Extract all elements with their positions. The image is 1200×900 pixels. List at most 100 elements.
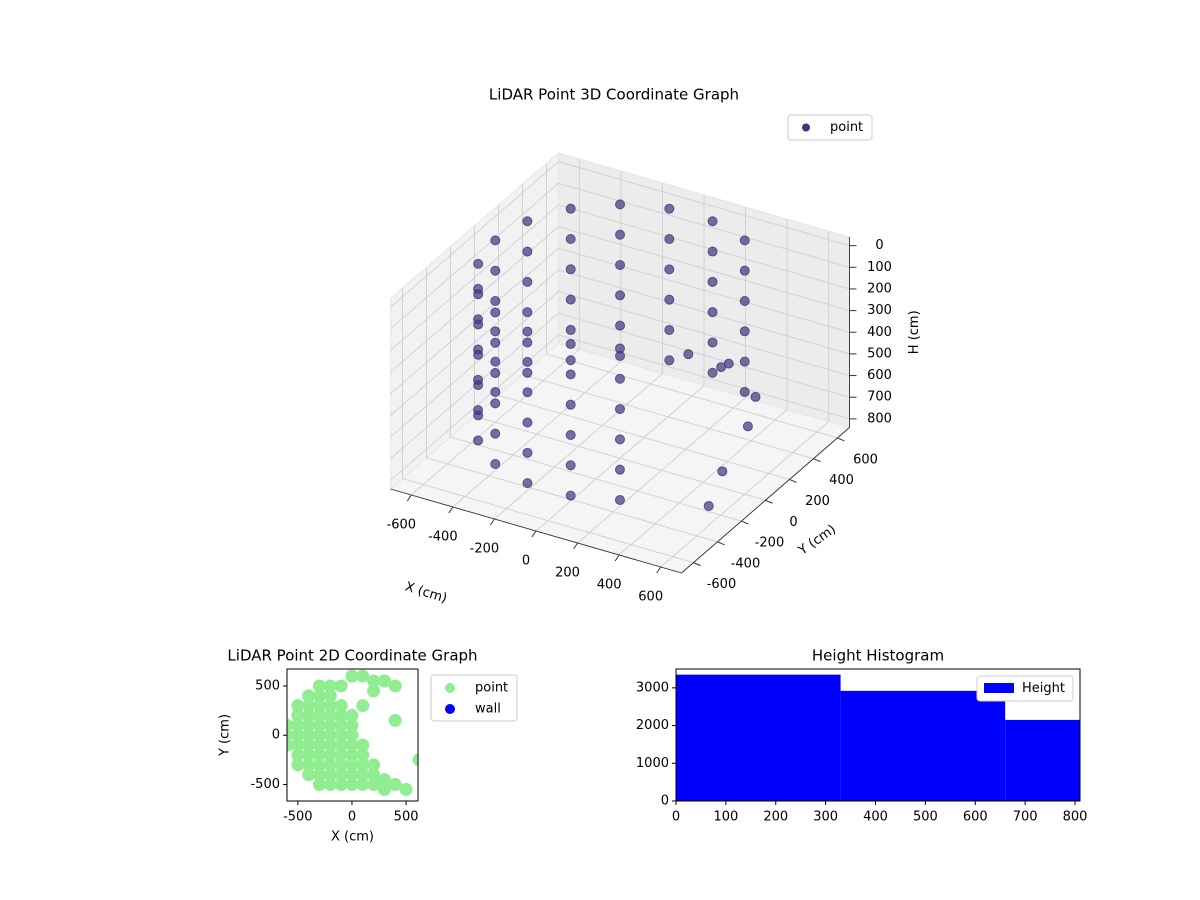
y-axis-label: Y (cm) xyxy=(218,714,233,757)
point xyxy=(565,339,576,350)
point xyxy=(490,296,501,307)
point xyxy=(323,718,337,732)
point xyxy=(614,373,625,384)
point xyxy=(615,199,626,210)
point xyxy=(345,738,359,752)
point xyxy=(312,679,326,693)
legend-label: Height xyxy=(1022,681,1065,696)
x-tick-label: 0 xyxy=(672,810,680,825)
point xyxy=(291,699,305,713)
grid-line xyxy=(390,182,850,330)
x-tick-label: 600 xyxy=(963,810,988,825)
point xyxy=(323,679,337,693)
point xyxy=(291,748,305,762)
y-tick xyxy=(765,499,773,504)
point xyxy=(312,778,326,792)
point xyxy=(388,679,402,693)
point xyxy=(490,337,501,348)
point xyxy=(742,421,753,432)
grid-line xyxy=(390,312,850,460)
point xyxy=(323,738,337,752)
x-tick-label: 400 xyxy=(597,578,622,593)
point xyxy=(367,768,381,782)
point xyxy=(356,748,370,762)
point xyxy=(334,709,348,723)
z-tick-label: 700 xyxy=(867,390,892,405)
grid-line xyxy=(390,334,850,481)
point xyxy=(490,398,501,409)
chart-title: LiDAR Point 2D Coordinate Graph xyxy=(227,647,477,665)
point xyxy=(312,728,326,742)
x-tick-label: 0 xyxy=(348,810,356,825)
point xyxy=(522,246,533,257)
point xyxy=(490,307,501,318)
point xyxy=(707,307,718,318)
x-tick-label: -200 xyxy=(470,542,500,557)
grid-line xyxy=(546,163,838,439)
point xyxy=(302,748,316,762)
point xyxy=(683,349,694,360)
point xyxy=(312,718,326,732)
bar xyxy=(840,690,1006,801)
point xyxy=(312,689,326,703)
point xyxy=(323,758,337,772)
point xyxy=(312,768,326,782)
point xyxy=(334,718,348,732)
z-tick-label: 400 xyxy=(867,325,892,340)
grid-line xyxy=(535,194,705,532)
point xyxy=(565,203,576,214)
point xyxy=(312,748,326,762)
point xyxy=(302,699,316,713)
point xyxy=(614,494,625,505)
legend-box xyxy=(976,675,1074,702)
x-tick-label: 200 xyxy=(555,566,580,581)
x-axis-label: X (cm) xyxy=(331,830,374,845)
point xyxy=(615,229,626,240)
x-tick xyxy=(656,566,662,574)
point xyxy=(664,324,675,335)
legend-swatch xyxy=(984,683,1014,693)
z-axis-label: H (cm) xyxy=(907,310,922,354)
point xyxy=(356,778,370,792)
point xyxy=(473,314,484,325)
point xyxy=(565,324,576,335)
x-tick-label: -500 xyxy=(283,810,313,825)
point xyxy=(664,234,675,245)
point xyxy=(664,355,675,366)
y-tick xyxy=(741,520,749,525)
point xyxy=(522,337,533,348)
x-tick-label: 700 xyxy=(1013,810,1038,825)
point xyxy=(312,738,326,752)
x-tick-label: 400 xyxy=(863,810,888,825)
point xyxy=(287,728,294,742)
grid-line xyxy=(660,230,830,568)
point xyxy=(334,679,348,693)
point xyxy=(302,718,316,732)
point xyxy=(739,265,750,276)
y-tick xyxy=(837,437,845,442)
chart-title: LiDAR Point 3D Coordinate Graph xyxy=(489,86,739,104)
grid-line xyxy=(390,247,850,395)
legend-box xyxy=(787,114,873,141)
point xyxy=(490,386,501,397)
legend-label: point xyxy=(830,120,863,135)
x-tick-label: 500 xyxy=(913,810,938,825)
point xyxy=(664,264,675,275)
point xyxy=(522,216,533,227)
point xyxy=(490,458,501,469)
x-tick-label: -600 xyxy=(387,518,417,533)
point xyxy=(565,233,576,244)
point xyxy=(615,320,626,331)
point xyxy=(565,294,576,305)
y-tick-label: 0 xyxy=(661,794,669,809)
point xyxy=(302,689,316,703)
point xyxy=(323,689,337,703)
point xyxy=(703,500,714,511)
chart-title: Height Histogram xyxy=(812,647,944,665)
point xyxy=(377,674,391,688)
point xyxy=(345,728,359,742)
point xyxy=(522,356,533,367)
frame xyxy=(286,668,419,802)
y-tick-label: 2000 xyxy=(636,718,669,733)
x-tick-label: 200 xyxy=(763,810,788,825)
